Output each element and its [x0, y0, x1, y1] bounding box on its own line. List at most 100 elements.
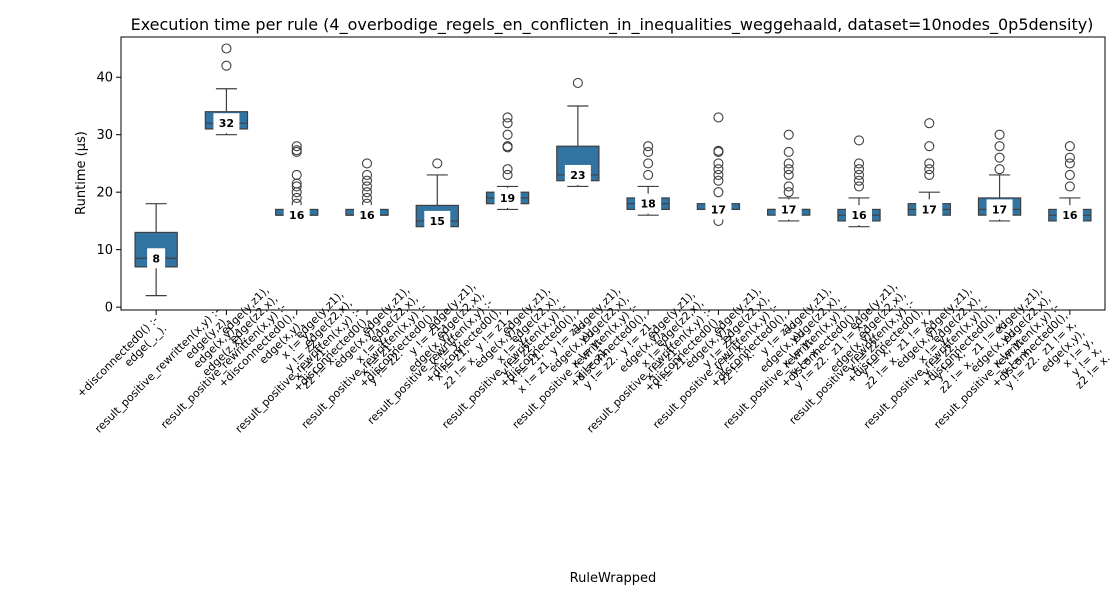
y-tick-label: 10	[96, 243, 113, 258]
y-axis: 0 10 20 30 40	[96, 71, 121, 316]
y-tick-label: 20	[96, 186, 113, 201]
plot-area: 8 32 16 16 15 19 23 18 17 17 16 17 17 16	[134, 43, 1092, 297]
median-label-background	[564, 164, 591, 185]
outlier-point	[1064, 169, 1075, 180]
outlier-point	[361, 158, 373, 169]
box-group-5: 15	[415, 158, 459, 231]
outlier-point	[853, 181, 865, 192]
outlier-point	[924, 169, 935, 180]
median-label: 16	[1062, 209, 1078, 222]
outlier-point	[713, 164, 724, 175]
median-label: 23	[570, 169, 585, 182]
box-group-11: 16	[837, 135, 881, 228]
median-label: 15	[430, 215, 445, 228]
median-label-background	[916, 199, 943, 220]
median-label-background	[635, 193, 662, 214]
median-label-background	[354, 205, 380, 226]
outlier-point	[502, 164, 513, 175]
outlier-point	[643, 146, 654, 157]
y-axis-label: Runtime (μs)	[74, 131, 89, 215]
outlier-point	[994, 152, 1005, 163]
outlier-point	[713, 169, 724, 180]
box-group-6: 19	[485, 112, 530, 211]
median-label: 19	[500, 192, 515, 205]
outlier-point	[994, 164, 1005, 175]
outlier-point	[291, 141, 302, 152]
median-label: 16	[289, 209, 305, 222]
y-tick-label: 0	[105, 301, 113, 316]
outlier-point	[924, 164, 935, 175]
outlier-point	[361, 187, 373, 198]
median-label: 17	[992, 203, 1007, 216]
outlier-point	[361, 181, 373, 192]
axes-frame	[120, 36, 1106, 311]
median-label: 32	[219, 117, 234, 130]
x-axis: +disconnected0() :-edge(_,_).result_posi…	[74, 280, 1112, 436]
median-label-background	[846, 205, 872, 226]
median-label-background	[424, 210, 451, 231]
outlier-point	[924, 141, 935, 152]
outlier-point	[221, 43, 232, 54]
median-label-background	[494, 187, 521, 208]
outlier-point	[783, 187, 794, 198]
outlier-point	[1064, 158, 1075, 169]
outlier-point	[502, 118, 513, 129]
median-label: 17	[711, 203, 726, 216]
median-label-background	[213, 113, 240, 134]
median-label: 16	[359, 209, 375, 222]
box-group-9: 17	[696, 112, 741, 226]
outlier-point	[432, 158, 443, 169]
outlier-point	[853, 135, 865, 146]
outlier-point	[783, 181, 794, 192]
outlier-point	[924, 158, 935, 169]
outlier-point	[783, 169, 794, 180]
box-group-2: 32	[204, 43, 249, 136]
box-group-10: 17	[767, 129, 811, 222]
outlier-point	[502, 169, 513, 180]
outlier-point	[713, 158, 724, 169]
outlier-point	[853, 164, 865, 175]
outlier-point	[783, 146, 794, 157]
outlier-point	[291, 169, 302, 180]
box-group-8: 18	[626, 141, 670, 216]
outlier-point	[572, 77, 583, 89]
median-label-background	[147, 248, 166, 269]
outlier-point	[643, 158, 654, 169]
median-label: 16	[851, 209, 867, 222]
x-axis-label: RuleWrapped	[570, 571, 657, 586]
outlier-point	[361, 175, 373, 186]
outlier-point	[1064, 181, 1075, 192]
box-group-13: 17	[977, 129, 1022, 222]
median-label-background	[1056, 205, 1083, 226]
y-tick-label: 30	[96, 128, 113, 143]
box-group-4: 16	[345, 158, 389, 226]
median-label: 17	[922, 203, 937, 216]
outlier-point	[713, 112, 724, 123]
outlier-point	[643, 169, 654, 180]
outlier-point	[502, 141, 513, 152]
box-group-7: 23	[556, 77, 600, 188]
outlier-point	[713, 175, 724, 186]
median-label-background	[283, 205, 310, 226]
outlier-point	[994, 141, 1005, 152]
outlier-point	[853, 158, 865, 169]
median-label-background	[705, 199, 732, 220]
median-label: 18	[640, 198, 655, 211]
outlier-point	[713, 187, 724, 198]
outlier-point	[643, 141, 654, 152]
outlier-point	[853, 169, 865, 180]
outlier-point	[783, 164, 794, 175]
outlier-point	[291, 192, 302, 203]
outlier-point	[853, 175, 865, 186]
y-tick-label: 40	[96, 71, 113, 86]
outlier-point	[361, 169, 373, 180]
outlier-point	[1064, 152, 1075, 163]
median-label-background	[986, 199, 1013, 220]
outlier-point	[713, 145, 724, 156]
x-tick-label: +disconnected0() :-edge(_,_).	[74, 313, 169, 400]
outlier-point	[1064, 141, 1075, 152]
outlier-point	[783, 158, 794, 169]
outlier-point	[502, 129, 513, 140]
median-label: 17	[781, 203, 796, 216]
